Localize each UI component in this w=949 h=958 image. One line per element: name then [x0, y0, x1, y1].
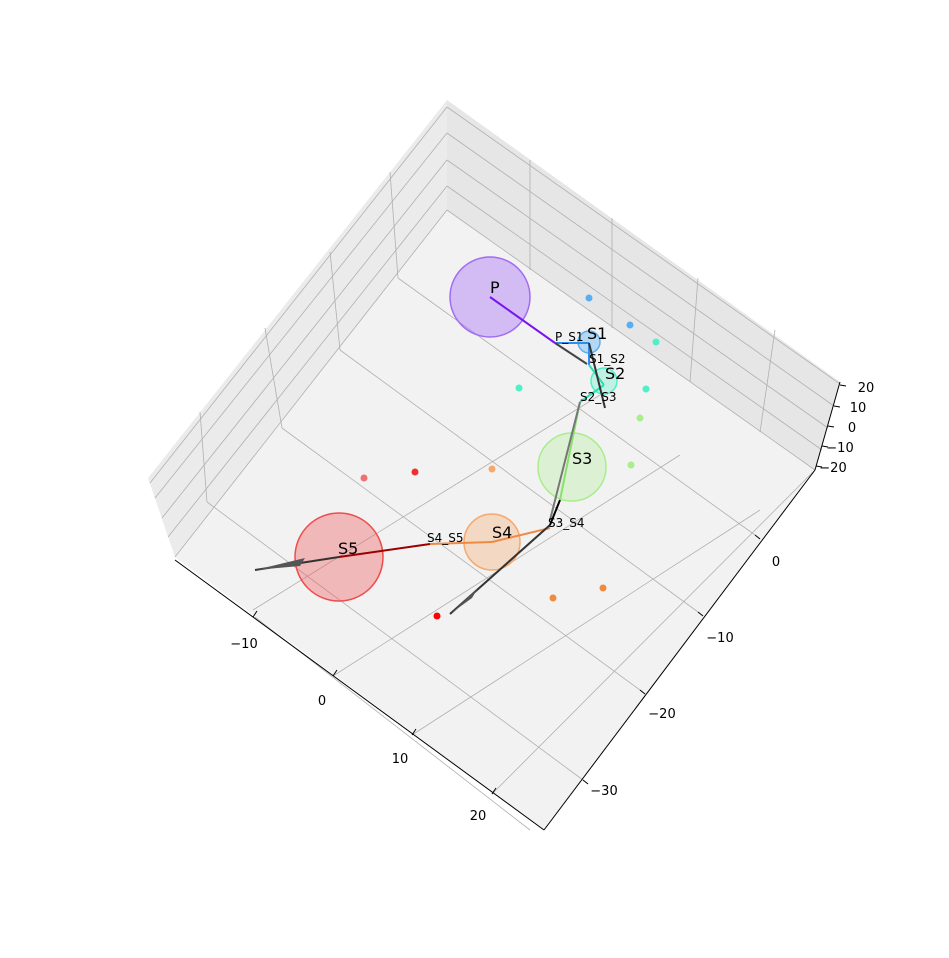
axes-panes	[148, 100, 840, 830]
scatter-point	[642, 385, 650, 393]
x-tick-labels: −10 0 10 20	[230, 637, 486, 824]
scatter-point	[360, 474, 368, 482]
scatter-point	[488, 465, 496, 473]
sphere-label-s1: S1	[587, 324, 607, 343]
x-axis-line	[174, 559, 545, 831]
sphere-label-s3: S3	[572, 449, 592, 468]
axis-ticks	[252, 384, 847, 795]
y-axis-line	[543, 469, 816, 831]
y-tick-label: −30	[590, 784, 617, 799]
x-tick-label: 20	[470, 809, 487, 824]
x-tick-label: 0	[318, 694, 326, 709]
link-p-s1	[489, 296, 556, 344]
rod	[549, 401, 581, 521]
scatter-point	[549, 594, 557, 602]
axis-edges	[174, 381, 841, 831]
back-left-pane	[148, 100, 447, 557]
joint-label-s4-s5: S4_S5	[427, 531, 464, 545]
scatter-point	[599, 584, 607, 592]
sphere-label-s2: S2	[605, 364, 625, 383]
joint-label-s1-s2: S1_S2	[589, 352, 626, 366]
sphere-label-s5: S5	[338, 539, 358, 558]
scatter-point	[433, 612, 441, 620]
sphere-label-s4: S4	[492, 523, 512, 542]
link-s4-s5-b	[429, 541, 493, 545]
z-axis-line	[814, 381, 841, 471]
joint-labels: P_S1 S1_S2 S2_S3 S3_S4 S4_S5	[427, 330, 626, 545]
joint-label-s2-s3: S2_S3	[580, 390, 617, 404]
z-tick-label: 0	[848, 421, 856, 436]
z-tick-label: 20	[858, 381, 875, 396]
scatter-point	[411, 468, 419, 476]
rod-arrowhead	[450, 588, 478, 614]
scatter-point	[626, 321, 634, 329]
scatter-point	[515, 384, 523, 392]
scatter-point	[627, 461, 635, 469]
orientation-rods	[254, 342, 606, 615]
y-tick-label: 0	[772, 555, 780, 570]
back-right-pane	[447, 100, 840, 470]
rod	[554, 342, 588, 365]
joint-label-p-s1: P_S1	[555, 330, 584, 344]
rod-arrowhead	[255, 558, 305, 570]
z-tick-label: −20	[819, 461, 846, 476]
sphere-label-p: P	[490, 278, 500, 297]
scatter-point	[652, 338, 660, 346]
x-tick-label: −10	[230, 637, 257, 652]
joint-label-s3-s4: S3_S4	[548, 516, 585, 530]
links	[338, 296, 605, 558]
y-tick-label: −20	[648, 707, 675, 722]
x-tick-label: 10	[392, 752, 409, 767]
sphere-labels: P S1 S2 S3 S4 S5	[338, 278, 625, 558]
scatter-point	[636, 414, 644, 422]
z-tick-labels: −20 −10 0 10 20	[819, 381, 874, 476]
link-s4-s5	[491, 527, 551, 543]
z-tick-label: −10	[826, 441, 853, 456]
scatter-points	[360, 294, 660, 620]
rod	[588, 342, 606, 409]
y-tick-labels: −30 −20 −10 0	[590, 555, 780, 799]
link-s3-s4-b	[549, 499, 561, 526]
y-tick-label: −10	[706, 631, 733, 646]
z-tick-label: 10	[850, 401, 867, 416]
scatter-point	[585, 294, 593, 302]
link-s5-end	[338, 543, 431, 558]
